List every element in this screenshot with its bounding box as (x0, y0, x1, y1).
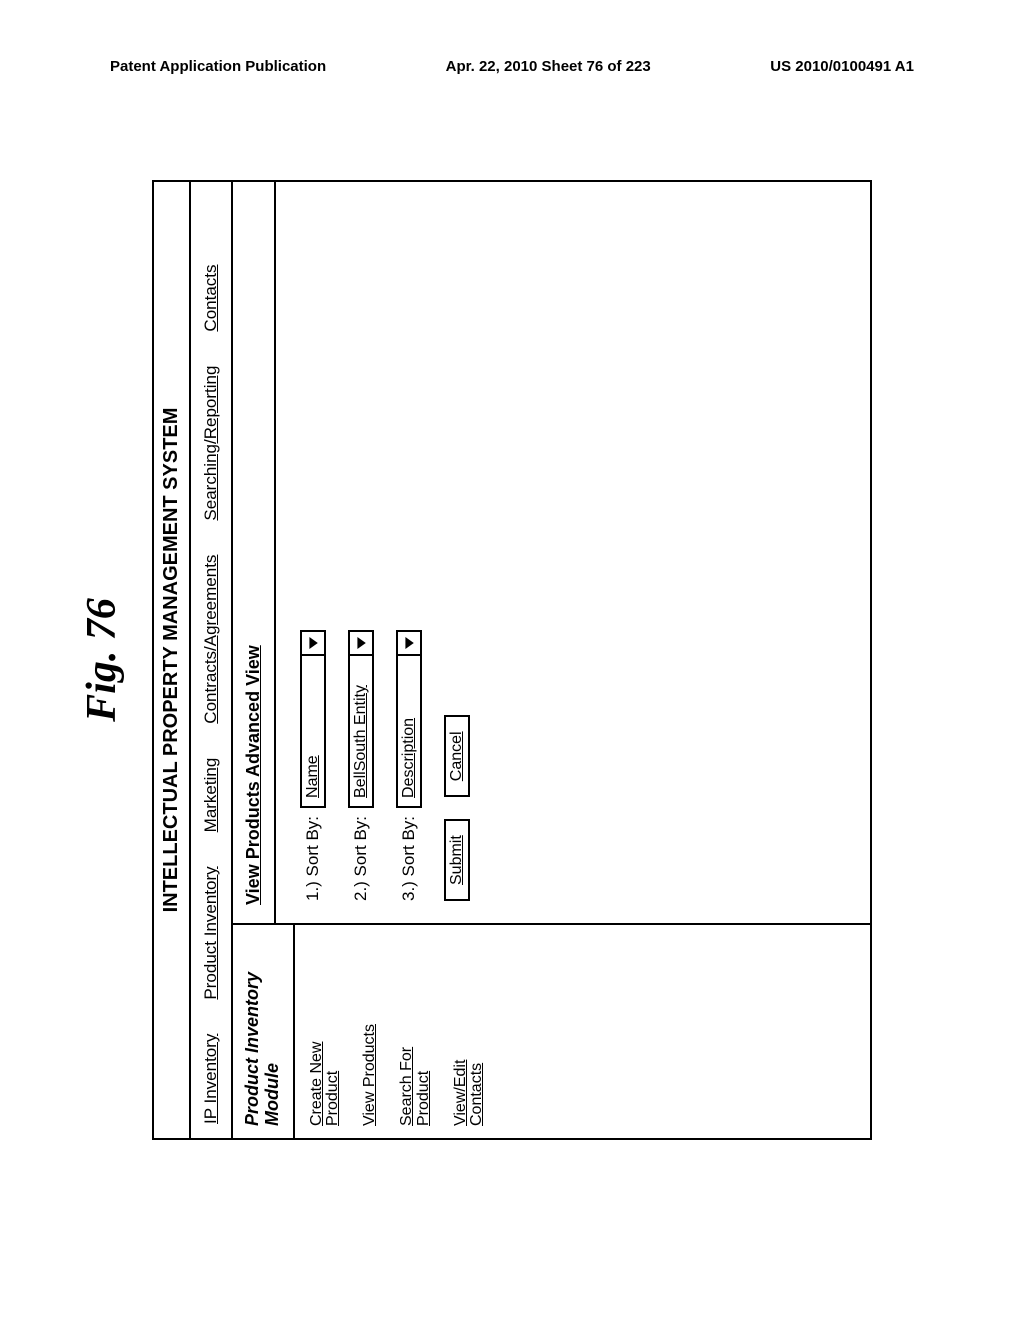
header-right: US 2010/0100491 A1 (770, 58, 914, 75)
sort-row-1: 1.) Sort By: Name (300, 204, 326, 901)
sort-label-3: 3.) Sort By: (399, 816, 419, 901)
chevron-down-icon (398, 632, 420, 656)
sidebar-title-line1: Product Inventory (242, 972, 262, 1126)
sidebar-item-view-products[interactable]: View Products (362, 937, 379, 1126)
sort-select-1-value: Name (304, 656, 322, 806)
submit-button[interactable]: Submit (444, 819, 470, 901)
nav-ip-inventory[interactable]: IP Inventory (201, 1034, 221, 1124)
sidebar-item-create-new-product[interactable]: Create NewProduct (309, 937, 343, 1126)
sort-form: 1.) Sort By: Name 2.) Sort By: (276, 182, 494, 923)
page-header: Patent Application Publication Apr. 22, … (110, 58, 914, 75)
header-center: Apr. 22, 2010 Sheet 76 of 223 (446, 58, 651, 75)
sort-row-2: 2.) Sort By: BellSouth Entity (348, 204, 374, 901)
window-title: INTELLECTUAL PROPERTY MANAGEMENT SYSTEM (154, 182, 191, 1138)
chevron-down-icon (302, 632, 324, 656)
sort-select-3[interactable]: Description (396, 630, 422, 808)
app-window: INTELLECTUAL PROPERTY MANAGEMENT SYSTEM … (152, 180, 872, 1140)
sidebar-links: Create NewProduct View Products Search F… (295, 925, 501, 1138)
nav-product-inventory[interactable]: Product Inventory (201, 866, 221, 999)
button-row: Submit Cancel (444, 204, 470, 901)
nav-marketing[interactable]: Marketing (201, 758, 221, 833)
sort-select-1[interactable]: Name (300, 630, 326, 808)
sidebar-item-view-edit-contacts[interactable]: View/EditContacts (453, 937, 487, 1126)
nav-searching-reporting[interactable]: Searching/Reporting (201, 366, 221, 521)
chevron-down-icon (350, 632, 372, 656)
sort-row-3: 3.) Sort By: Description (396, 204, 422, 901)
sort-select-3-value: Description (400, 656, 418, 806)
main-panel: View Products Advanced View 1.) Sort By:… (233, 182, 870, 923)
sidebar-title: Product Inventory Module (233, 925, 295, 1138)
nav-contacts[interactable]: Contacts (201, 264, 221, 331)
cancel-button[interactable]: Cancel (444, 715, 470, 797)
top-nav: IP Inventory Product Inventory Marketing… (191, 182, 233, 1138)
sort-select-2[interactable]: BellSouth Entity (348, 630, 374, 808)
sidebar: Product Inventory Module Create NewProdu… (233, 923, 870, 1138)
header-left: Patent Application Publication (110, 58, 326, 75)
sidebar-title-line2: Module (262, 1063, 282, 1126)
figure-label: Fig. 76 (78, 598, 126, 722)
sort-label-1: 1.) Sort By: (303, 816, 323, 901)
sort-label-2: 2.) Sort By: (351, 816, 371, 901)
sort-select-2-value: BellSouth Entity (352, 656, 370, 806)
nav-contracts-agreements[interactable]: Contracts/Agreements (201, 555, 221, 724)
sidebar-item-search-for-product[interactable]: Search ForProduct (399, 937, 433, 1126)
main-heading: View Products Advanced View (233, 182, 276, 923)
